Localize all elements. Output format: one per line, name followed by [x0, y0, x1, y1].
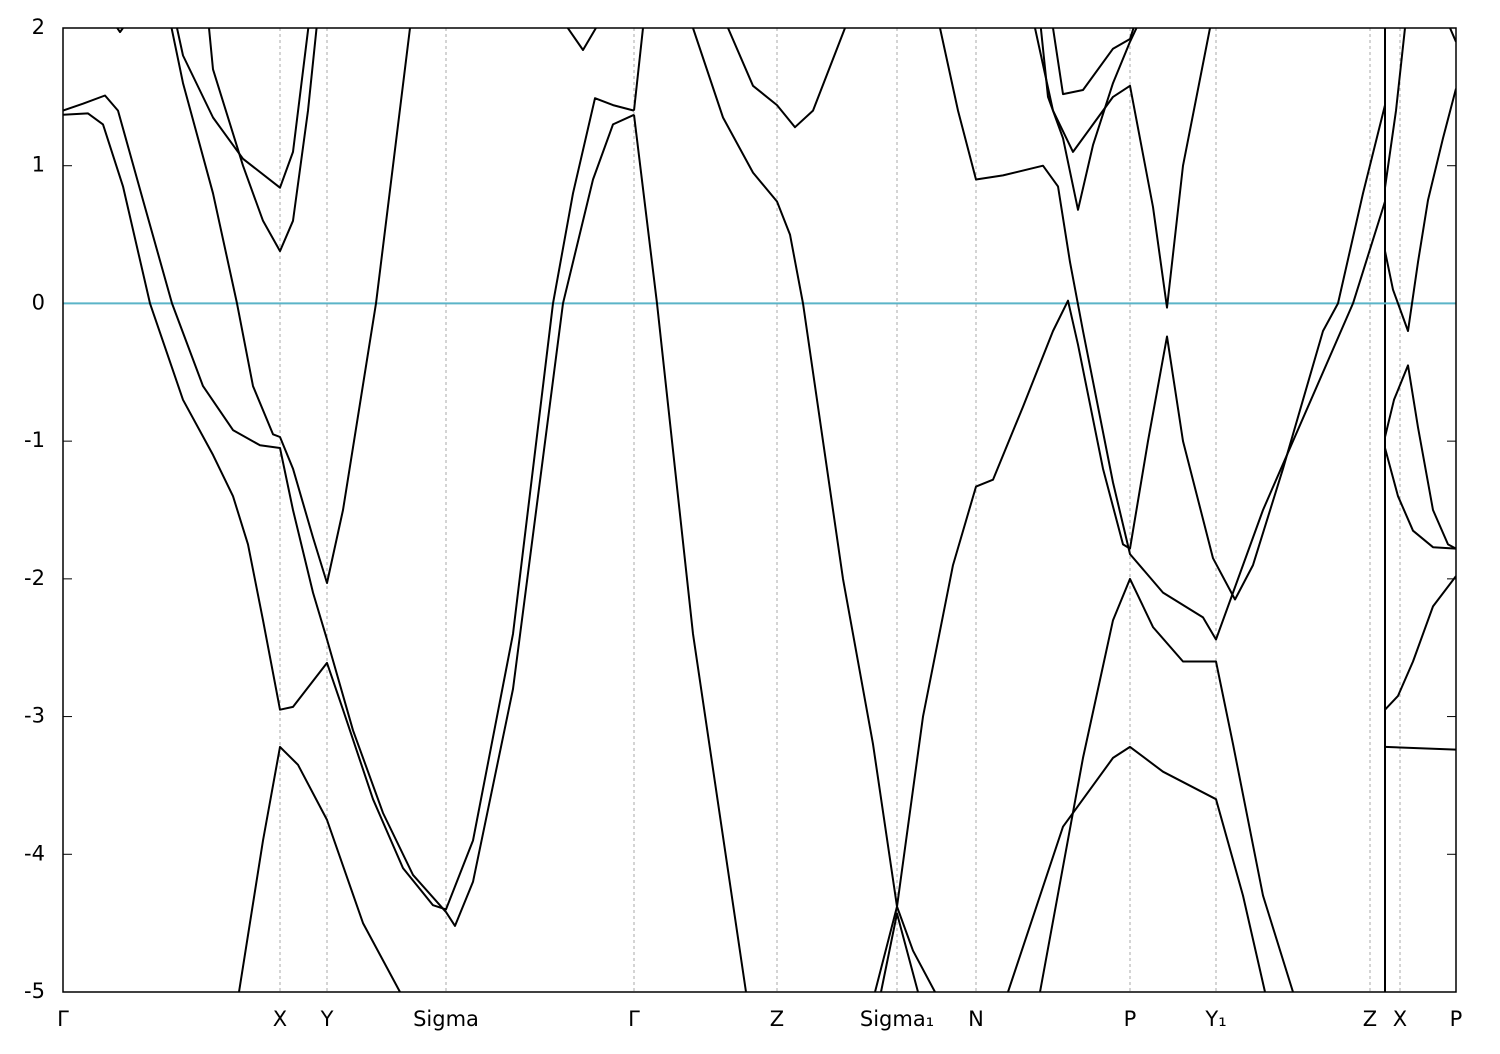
x-tick-label: Z — [770, 1007, 784, 1031]
band-line — [63, 97, 635, 911]
band-line — [938, 28, 1386, 641]
x-tick-label: N — [968, 1007, 984, 1031]
band-line — [1038, 577, 1295, 992]
x-tick-label: Sigma — [413, 1007, 479, 1031]
grid — [62, 27, 1457, 993]
band-line — [63, 94, 635, 927]
x-tick-label: X — [273, 1007, 287, 1031]
y-tick-label: 1 — [32, 153, 45, 177]
band-line — [1384, 447, 1456, 550]
x-tick-label: Sigma₁ — [860, 1007, 934, 1031]
y-tick-label: -4 — [24, 841, 45, 865]
band-line — [879, 912, 920, 992]
x-tick-label: Y — [320, 1007, 334, 1031]
band-line — [633, 114, 748, 992]
y-tick-label: 0 — [32, 290, 45, 314]
band-line — [691, 28, 937, 992]
x-tick-label: Γ — [628, 1007, 640, 1031]
x-tick-label: X — [1393, 1007, 1407, 1031]
y-tick-label: -3 — [24, 704, 45, 728]
x-tick-label: Γ — [57, 1007, 69, 1031]
y-tick-label: -1 — [24, 428, 45, 452]
y-tick-label: -2 — [24, 566, 45, 590]
band-line — [1033, 28, 1212, 309]
bands — [63, 28, 1456, 992]
band-line — [566, 28, 598, 51]
x-tick-label: Y₁ — [1204, 1007, 1226, 1031]
x-tick-label: P — [1124, 1007, 1137, 1031]
band-line — [1384, 88, 1456, 332]
plot-frame — [62, 27, 1457, 993]
band-line — [116, 28, 125, 34]
band-line — [726, 28, 847, 129]
x-tick-label: Z — [1363, 1007, 1377, 1031]
band-line — [237, 745, 402, 992]
band-line — [207, 28, 318, 253]
band-line — [1384, 745, 1456, 751]
band-line — [1448, 28, 1456, 43]
band-line — [170, 28, 412, 584]
band-line — [1384, 28, 1407, 188]
band-line — [1006, 745, 1267, 992]
band-line — [633, 28, 645, 111]
band-line — [1384, 575, 1456, 711]
y-tick-label: 2 — [32, 15, 45, 39]
band-line — [175, 28, 310, 189]
band-line — [873, 104, 1386, 992]
band-line — [1384, 364, 1456, 550]
x-tick-label: P — [1450, 1007, 1463, 1031]
y-tick-label: -5 — [24, 979, 45, 1003]
band-line — [1051, 28, 1135, 96]
